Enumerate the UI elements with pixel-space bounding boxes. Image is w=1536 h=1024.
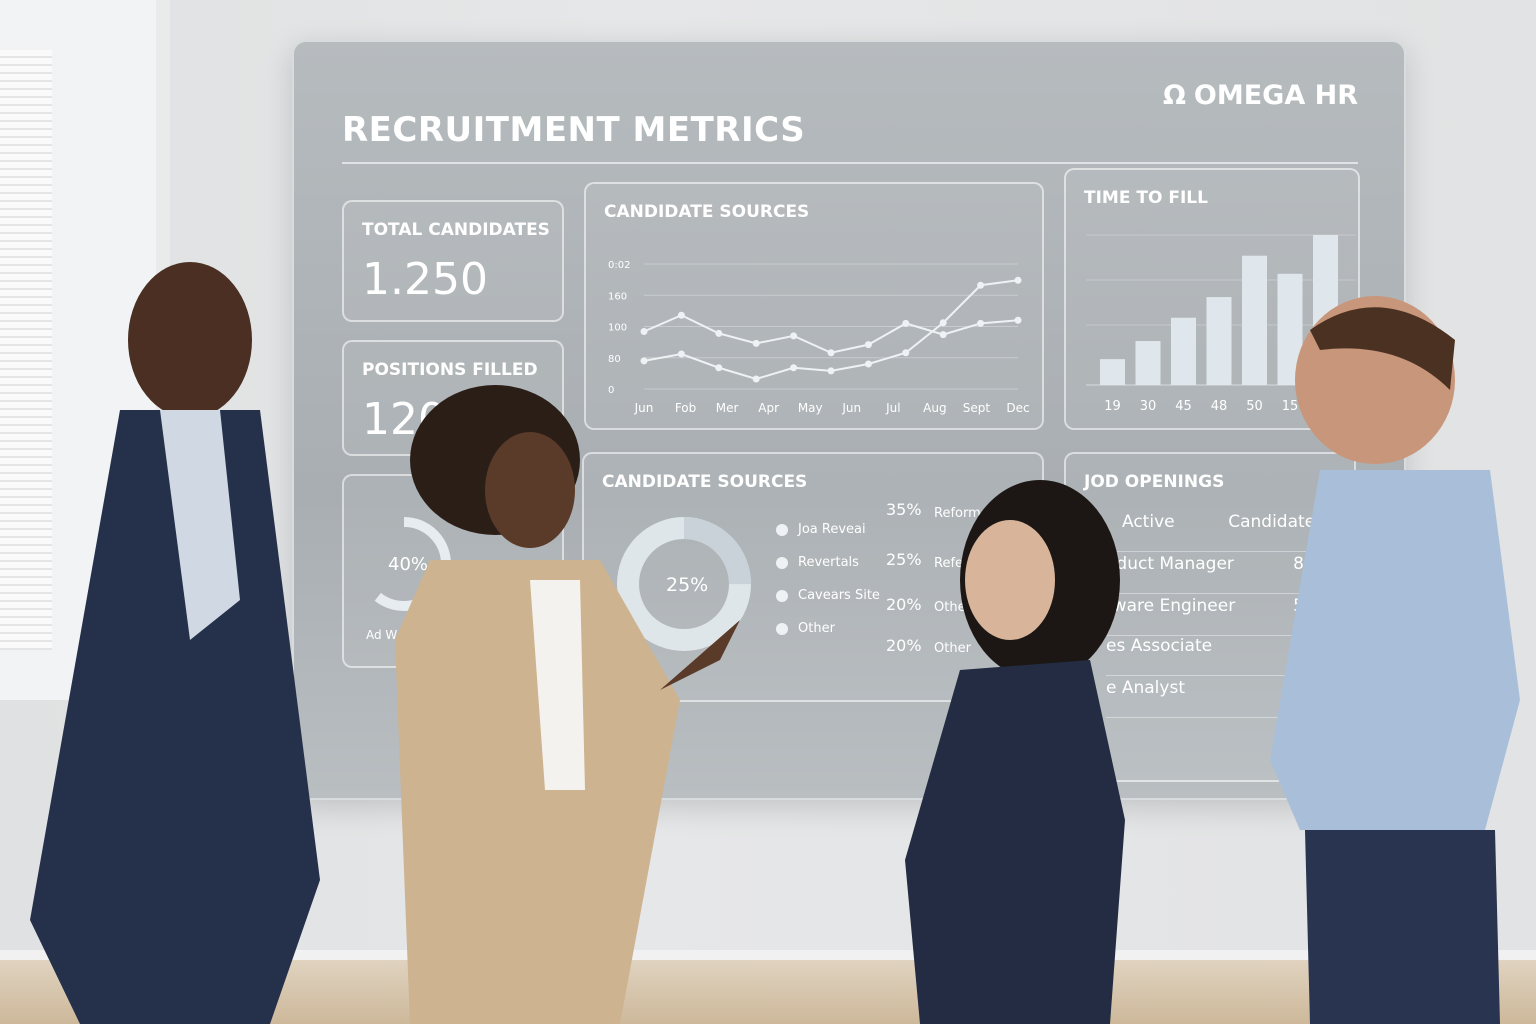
source-label: Reform [934,506,981,521]
woman-beige-suit [395,385,740,1024]
card-title: JOD OPENINGS [1084,472,1225,492]
y-tick-label: 0 [608,385,614,396]
data-point [677,311,685,319]
woman-dark-suit [905,480,1125,1024]
x-tick-label: Fob [675,401,696,415]
bar-chart: 19 30 45 48 50 15 [1086,234,1356,414]
legend-item: Joa Reveai [776,522,866,537]
donut-center-value: 25% [666,574,709,596]
table-row: oduct Manager 8 [1106,554,1324,594]
line-chart-card: CANDIDATE SOURCES 0:02 160 100 80 0 Jun Fob Mer… [584,182,1044,430]
data-point [902,319,910,327]
x-tick-label: Jul [885,401,900,415]
data-point [640,328,648,335]
data-point [715,364,723,372]
x-tick-label: 45 [1175,399,1192,414]
bar [1206,297,1232,385]
sources-donut-card: CANDIDATE SOURCES 25% Joa Reveai Reverta… [582,452,1044,702]
card-label: TOTAL CANDIDATES [362,220,550,240]
sources-donut [617,517,751,651]
x-tick-label: Sept [963,401,991,415]
data-point [677,350,685,358]
legend-item: Other [776,621,835,636]
data-point [752,339,760,347]
data-point [902,349,910,357]
card-value: 1.250 [362,254,488,305]
card-label: POSITIONS FILLED [362,360,538,380]
data-point [939,331,947,339]
man-right [1270,296,1520,1024]
legend-item: Cavears Site [776,588,880,603]
x-tick-label: 48 [1211,399,1228,414]
x-tick-label: 50 [1246,399,1263,414]
brand-logo: Ω OMEGA HR [1163,80,1358,111]
y-tick-label: 160 [608,291,627,302]
y-tick-label: 100 [608,323,627,334]
data-point [790,364,798,372]
legend-item: Revertals [776,555,859,570]
x-tick-label: Mer [716,401,739,415]
total-candidates-card: TOTAL CANDIDATES 1.250 [342,200,564,322]
source-label: Refer [934,556,969,571]
bar [1100,359,1125,385]
data-point [977,319,985,327]
data-point [752,375,760,383]
data-point [977,281,985,289]
source-label: Other [934,641,971,656]
baseboard [0,950,1536,962]
data-point [715,329,723,337]
page-title: RECRUITMENT METRICS [342,110,806,150]
data-point [939,319,947,327]
source-label: Other [934,600,971,615]
x-tick-label: Apr [758,401,779,415]
data-point [790,332,798,340]
x-tick-label: May [798,401,823,415]
bar-chart-card: TIME TO FILL 19 30 45 48 50 15 [1064,168,1360,430]
donut-label: Ad W [366,628,398,642]
chart-title: TIME TO FILL [1084,188,1208,208]
data-point [827,367,835,375]
x-tick-label: Jun [841,401,861,415]
data-point [864,360,872,368]
data-point [827,349,835,357]
data-point [640,357,648,365]
x-tick-label: 15 [1282,399,1299,414]
window-blinds [0,50,52,650]
source-pct: 20% [886,636,922,655]
source-pct: 20% [886,595,922,614]
bar [1135,341,1161,385]
x-tick-label: Dec [1006,401,1029,415]
donut-value: 40% [388,554,429,575]
chart-title: CANDIDATE SOURCES [604,202,810,222]
omega-icon: Ω [1162,80,1186,111]
data-point [1014,316,1022,324]
card-title: CANDIDATE SOURCES [602,472,808,492]
man-left [30,262,320,1024]
x-tick-label: 30 [1140,399,1157,414]
x-tick-label: Aug [923,401,946,415]
donut-segment [617,517,751,651]
data-point [1014,276,1022,284]
table-header: Active Candidates [1106,512,1324,552]
divider [342,162,1358,164]
source-pct: 35% [886,500,922,519]
source-pct: 25% [886,550,922,569]
line-chart: 0:02 160 100 80 0 Jun Fob Mer Apr May Jun Jul Aug Sep… [608,260,1030,415]
bar [1242,255,1267,385]
y-tick-label: 80 [608,354,621,365]
data-point [864,341,872,349]
x-tick-label: Jun [634,401,654,415]
bar [1171,317,1196,385]
y-tick-label: 0:02 [608,260,630,271]
x-tick-label: 19 [1104,399,1121,414]
logo-text: OMEGA HR [1193,80,1358,111]
